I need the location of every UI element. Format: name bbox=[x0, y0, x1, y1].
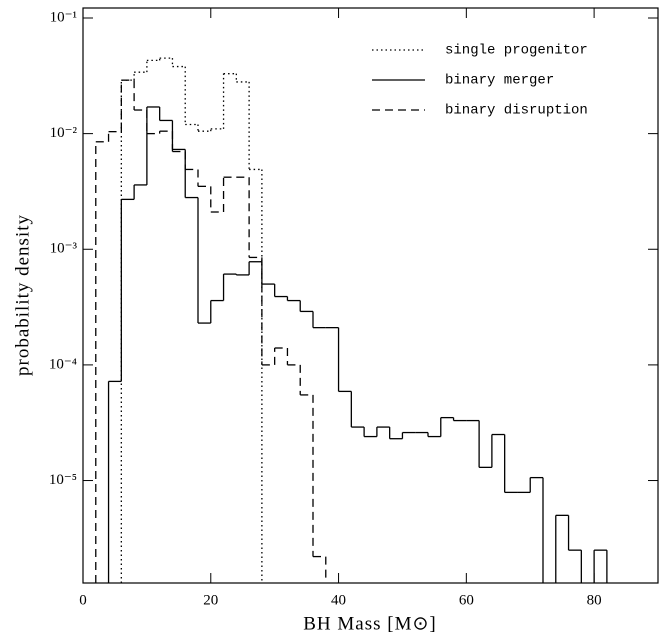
y-axis-title: probability density bbox=[12, 214, 33, 376]
legend-label: single progenitor bbox=[445, 43, 588, 59]
y-tick-label: 10⁻² bbox=[50, 125, 78, 141]
plot-frame bbox=[82, 7, 659, 584]
y-tick-label: 10⁻³ bbox=[50, 241, 78, 257]
x-tick-label: 20 bbox=[203, 592, 218, 608]
x-tick-label: 60 bbox=[459, 592, 474, 608]
y-tick-label: 10⁻¹ bbox=[50, 9, 77, 25]
x-tick-label: 0 bbox=[79, 592, 87, 608]
legend-label: binary merger bbox=[445, 73, 554, 89]
legend-label: binary disruption bbox=[445, 103, 588, 119]
x-axis-title: BH Mass [M⊙] bbox=[303, 613, 436, 634]
y-tick-label: 10⁻⁴ bbox=[49, 356, 77, 372]
x-tick-label: 80 bbox=[587, 592, 602, 608]
x-tick-label: 40 bbox=[331, 592, 346, 608]
y-tick-label: 10⁻⁵ bbox=[49, 472, 77, 488]
